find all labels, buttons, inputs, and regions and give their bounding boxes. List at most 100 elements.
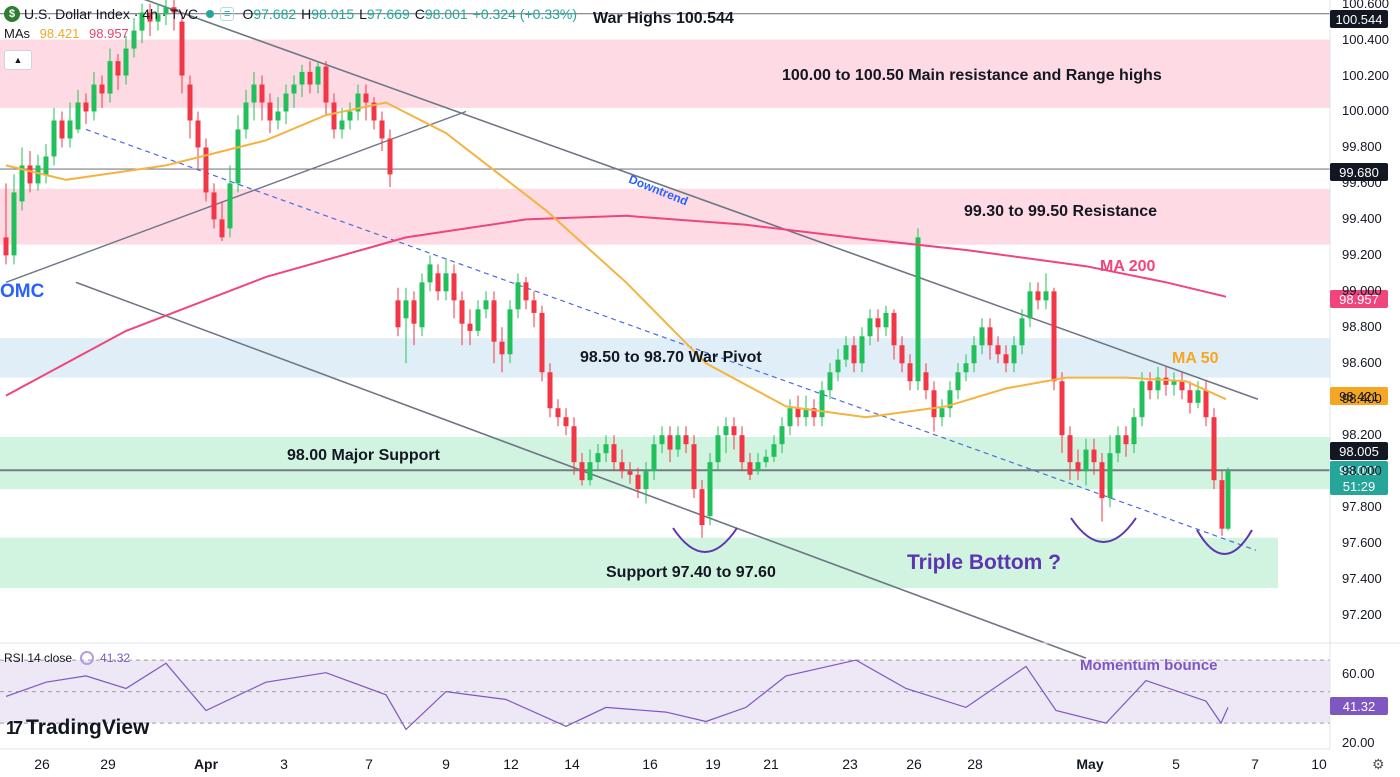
- chevron-up-icon: ▲: [13, 55, 23, 65]
- candle: [587, 449, 593, 486]
- candle-body: [499, 341, 505, 355]
- candle: [1051, 287, 1057, 391]
- collapse-legend-button[interactable]: ▲: [4, 50, 32, 70]
- candle-body: [227, 183, 233, 229]
- candle: [515, 273, 521, 319]
- price-tick: 97.200: [1342, 607, 1382, 623]
- gear-icon[interactable]: ⚙: [1372, 756, 1385, 772]
- candle-body: [147, 12, 153, 22]
- candle: [123, 35, 129, 85]
- candle-body: [1067, 435, 1073, 463]
- rsi-label: RSI 14 close: [4, 651, 73, 665]
- major-support-label: 98.00 Major Support: [287, 447, 440, 464]
- candle: [699, 480, 705, 538]
- candle: [195, 111, 201, 170]
- candle-body: [435, 273, 441, 292]
- time-tick: 7: [1251, 756, 1259, 772]
- candle: [1139, 372, 1145, 427]
- triple-bottom-arc-0: [672, 527, 738, 553]
- indicator-menu-icon[interactable]: ≡: [220, 7, 235, 21]
- candle-body: [603, 444, 609, 454]
- countdown-tag: 51:29: [1330, 477, 1388, 495]
- time-tick: 29: [100, 756, 116, 772]
- candle-body: [107, 61, 113, 94]
- candle-body: [451, 273, 457, 301]
- close-label: C: [414, 6, 425, 22]
- candle-body: [59, 120, 65, 139]
- candle: [755, 453, 761, 475]
- candle-body: [1139, 381, 1145, 418]
- candle: [635, 467, 641, 499]
- candle: [531, 291, 537, 328]
- candle: [179, 12, 185, 94]
- candle: [155, 3, 161, 31]
- candle: [563, 408, 569, 436]
- candle: [683, 426, 689, 454]
- rsi-settings-icon[interactable]: [80, 651, 95, 665]
- ma50-legend-value: 98.421: [39, 26, 80, 41]
- candle-body: [1035, 291, 1041, 301]
- candle: [787, 399, 793, 436]
- candle-body: [331, 102, 337, 130]
- candle-body: [843, 345, 849, 360]
- candle: [403, 287, 409, 364]
- time-tick: 7: [365, 756, 373, 772]
- candle-body: [75, 102, 81, 130]
- candle-body: [315, 66, 321, 85]
- candle: [115, 53, 121, 90]
- candle-body: [1115, 435, 1121, 454]
- candle: [939, 399, 945, 427]
- candle-body: [827, 372, 833, 391]
- tradingview-brand[interactable]: 17 TradingView: [6, 716, 149, 740]
- open-label: O: [242, 6, 254, 22]
- time-tick: 26: [34, 756, 50, 772]
- resistance-label: 99.30 to 99.50 Resistance: [964, 203, 1158, 220]
- symbol-title[interactable]: U.S. Dollar Index · 4h · TVC: [24, 6, 199, 22]
- candle: [107, 48, 113, 103]
- candle: [603, 435, 609, 463]
- candle: [611, 435, 617, 472]
- candle-body: [363, 93, 369, 103]
- time-tick: 28: [967, 756, 983, 772]
- high-label: H: [301, 6, 312, 22]
- candle-body: [1043, 291, 1049, 301]
- candle: [227, 165, 233, 238]
- candle-body: [1225, 471, 1231, 529]
- time-tick: 16: [642, 756, 658, 772]
- candle-body: [659, 435, 665, 445]
- candle-body: [467, 323, 473, 331]
- zone-4: [0, 537, 1278, 589]
- candle-body: [739, 435, 745, 463]
- candle: [835, 348, 841, 382]
- candle-body: [1059, 381, 1065, 436]
- candle: [995, 336, 1001, 364]
- candle: [395, 287, 401, 337]
- candle-body: [115, 61, 121, 76]
- candle-body: [595, 453, 601, 463]
- candle: [731, 417, 737, 450]
- downtrend-upper-line: [143, 0, 1259, 400]
- candle: [59, 111, 65, 148]
- candle-body: [475, 309, 481, 331]
- candle: [827, 363, 833, 400]
- mas-legend[interactable]: MAs 98.421 98.957: [4, 26, 129, 41]
- candle: [379, 111, 385, 152]
- candle: [571, 417, 577, 475]
- ma50-price-tag: 98.421: [1330, 387, 1388, 405]
- candle: [707, 453, 713, 526]
- candle: [467, 309, 473, 346]
- candle: [187, 75, 193, 139]
- candle-body: [643, 471, 649, 490]
- candle-body: [1179, 381, 1185, 391]
- candle: [811, 399, 817, 427]
- candle-body: [867, 318, 873, 337]
- candle-body: [811, 408, 817, 418]
- candle-body: [699, 489, 705, 526]
- candle: [19, 147, 25, 211]
- rsi-legend[interactable]: RSI 14 close 41.32: [4, 651, 130, 665]
- candle: [987, 318, 993, 360]
- triple-bottom-label: Triple Bottom ?: [907, 551, 1061, 574]
- ma200-price-tag: 98.957: [1330, 290, 1388, 308]
